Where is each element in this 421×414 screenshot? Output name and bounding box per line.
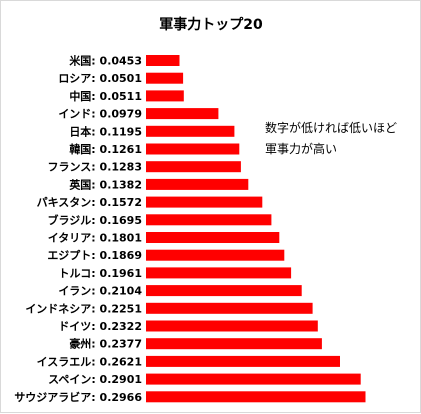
category-label: パキスタン: 0.1572	[37, 196, 142, 209]
category-label-group: 米国: 0.0453 ロシア: 0.0501 中国: 0.0511 インド: 0.09…	[14, 54, 142, 404]
bar	[146, 320, 318, 332]
category-label: インドネシア: 0.2251	[25, 302, 142, 315]
bar	[146, 178, 249, 190]
category-label: フランス: 0.1283	[48, 161, 142, 174]
bar	[146, 72, 184, 84]
bar	[146, 267, 292, 279]
bar	[146, 373, 361, 385]
category-label: イスラエル: 0.2621	[37, 355, 142, 368]
category-label: ブラジル: 0.1695	[48, 213, 142, 227]
bar	[146, 125, 235, 137]
bar	[146, 249, 285, 261]
category-label: 日本: 0.1195	[69, 124, 142, 138]
category-label: 中国: 0.0511	[69, 89, 142, 103]
category-label: インド: 0.0979	[58, 108, 142, 121]
category-label: 英国: 0.1382	[68, 177, 142, 191]
category-label: 米国: 0.0453	[68, 54, 142, 68]
bar	[146, 338, 322, 350]
bar	[146, 196, 263, 208]
bar	[146, 302, 313, 314]
category-label: ロシア: 0.0501	[58, 72, 142, 85]
bar	[146, 161, 241, 173]
annotation-line-1: 数字が低ければ低いほど	[265, 120, 397, 135]
category-label: スペイン: 0.2901	[48, 373, 142, 386]
annotation-line-2: 軍事力が高い	[265, 141, 337, 156]
category-label: ドイツ: 0.2322	[58, 320, 142, 333]
category-label: 豪州: 0.2377	[69, 337, 142, 351]
bar	[146, 285, 302, 297]
chart-title: 軍事力トップ20	[159, 16, 263, 33]
bar	[146, 232, 280, 243]
category-label: 韓国: 0.1261	[69, 142, 142, 156]
category-label: トルコ: 0.1961	[59, 267, 142, 280]
bar	[146, 143, 240, 155]
category-label: エジプト: 0.1869	[47, 248, 142, 262]
bar-group	[146, 55, 366, 403]
bar	[146, 214, 272, 226]
category-label: イラン: 0.2104	[58, 285, 142, 298]
bar	[146, 108, 219, 120]
bar	[146, 90, 184, 102]
category-label: サウジアラビア: 0.2966	[14, 390, 142, 404]
category-label: イタリア: 0.1801	[48, 232, 142, 245]
bar	[146, 391, 366, 403]
bar	[146, 355, 340, 367]
bar	[146, 55, 180, 66]
